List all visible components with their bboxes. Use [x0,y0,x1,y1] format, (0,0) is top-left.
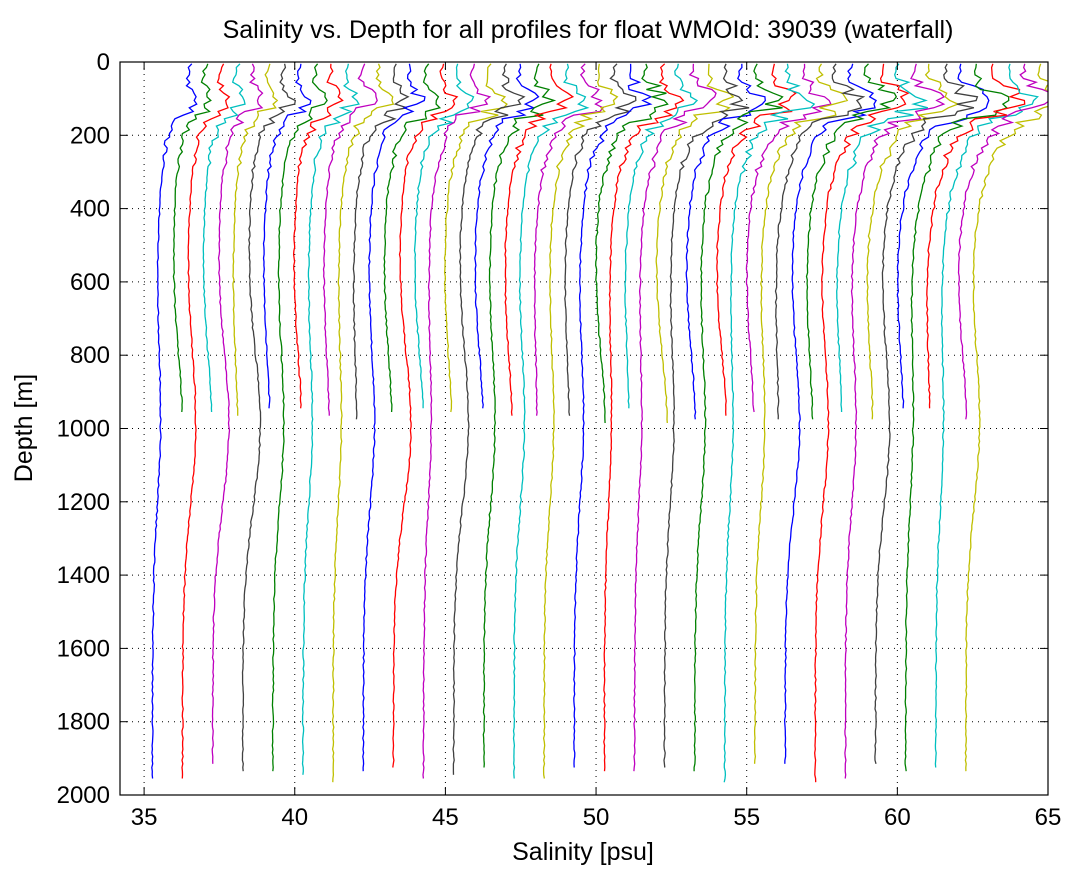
profile-line-5 [211,63,264,764]
profile-line-2 [172,63,212,413]
profile-line-20 [443,63,508,413]
y-tick-label-9: 1800 [57,709,110,736]
profile-line-32 [624,63,699,409]
profile-line-28 [564,63,637,416]
profile-line-49 [874,63,979,764]
y-tick-label-8: 1600 [57,635,110,662]
profile-line-15 [362,63,426,772]
profile-line-55 [964,63,1048,772]
profile-line-41 [753,63,849,764]
x-tick-label-1: 40 [281,804,308,831]
profile-line-16 [383,63,442,413]
x-tick-label-0: 35 [131,804,158,831]
profile-line-1 [151,63,198,779]
profile-line-14 [352,63,410,420]
profile-line-23 [482,63,557,768]
profile-line-29 [573,63,653,768]
profile-line-51 [904,63,1010,772]
profile-line-38 [716,63,797,416]
profile-line-45 [814,63,910,783]
profile-line-26 [533,63,605,416]
y-tick-label-5: 1000 [57,416,110,443]
y-axis-ticks: 0 200 400 600 800 1000 1200 1400 1600 1800 2000 [57,49,1048,809]
profile-line-53 [934,63,1039,768]
profile-line-19 [422,63,492,779]
profile-line-8 [262,63,312,409]
y-tick-label-10: 2000 [57,782,110,809]
profile-line-37 [693,63,784,772]
y-tick-label-7: 1400 [57,562,110,589]
profile-line-31 [603,63,685,772]
profile-lines [151,63,1048,783]
x-tick-label-2: 45 [432,804,459,831]
y-tick-label-1: 200 [70,122,110,149]
y-tick-label-6: 1200 [57,489,110,516]
y-tick-label-2: 400 [70,196,110,223]
x-tick-label-5: 60 [884,804,911,831]
chart-title: Salinity vs. Depth for all profiles for … [223,16,954,44]
x-axis-ticks: 35 40 45 50 55 60 65 [131,62,1062,831]
profile-line-46 [835,63,928,413]
profile-line-47 [844,63,946,779]
x-axis-label: Salinity [psu] [512,838,654,866]
profile-line-17 [392,63,459,768]
y-tick-label-0: 0 [97,49,110,76]
x-tick-label-3: 50 [583,804,610,831]
profile-line-48 [866,63,960,420]
profile-line-40 [745,63,832,413]
profile-line-18 [413,63,475,409]
profile-line-11 [301,63,360,775]
profile-line-39 [723,63,816,783]
profile-line-21 [452,63,526,775]
profile-line-33 [633,63,717,772]
profile-line-34 [655,63,735,424]
profile-line-3 [181,63,231,779]
y-tick-label-4: 800 [70,342,110,369]
y-axis-label: Depth [m] [10,374,38,482]
profile-line-6 [232,63,279,416]
profile-line-30 [595,63,669,424]
profile-line-27 [542,63,619,779]
profile-line-22 [474,63,540,409]
profile-line-9 [271,63,328,772]
profile-line-44 [805,63,898,420]
profile-line-25 [512,63,590,779]
plot-background [120,62,1048,795]
x-tick-label-6: 65 [1035,804,1062,831]
profile-line-42 [774,63,866,420]
profile-line-12 [322,63,378,416]
y-tick-label-3: 600 [70,269,110,296]
profile-line-7 [241,63,297,772]
profile-line-13 [331,63,395,783]
profile-line-36 [685,63,766,420]
profile-line-43 [783,63,877,764]
profile-line-24 [504,63,575,416]
profile-line-4 [202,63,246,413]
profile-line-35 [663,63,750,768]
profile-line-52 [926,63,1026,409]
profile-line-10 [292,63,344,409]
profile-line-54 [957,63,1048,420]
x-tick-label-4: 55 [733,804,760,831]
plot-area [119,61,1049,796]
